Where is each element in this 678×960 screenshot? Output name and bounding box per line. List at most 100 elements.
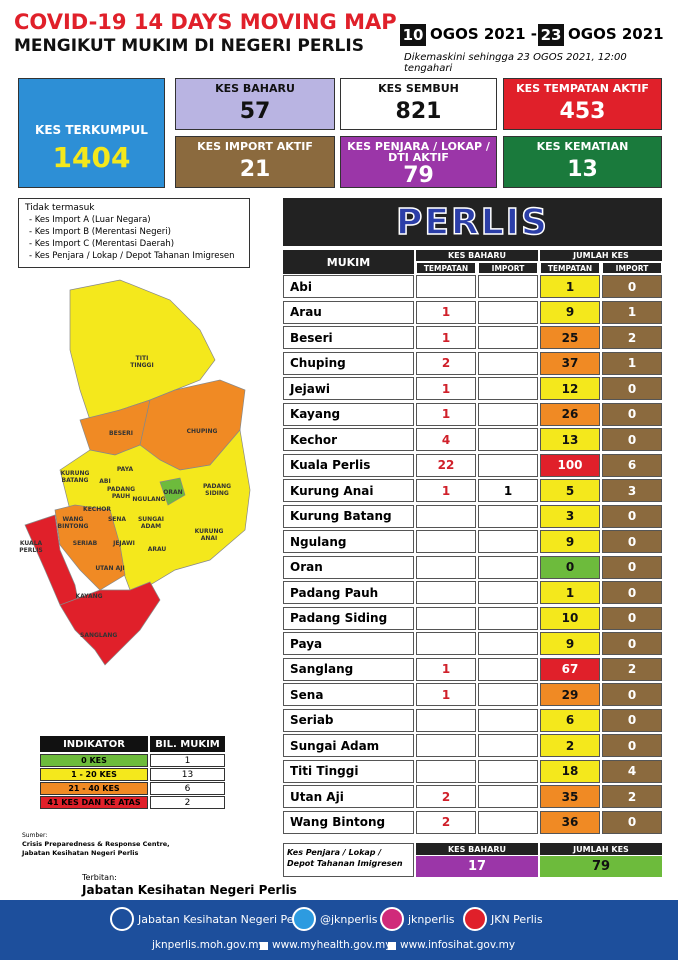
indicator-count: 2 bbox=[150, 796, 225, 809]
map-label: NGULANG bbox=[132, 496, 166, 503]
table-cell bbox=[478, 275, 538, 298]
indicator-count: 1 bbox=[150, 754, 225, 767]
table-cell: 9 bbox=[540, 632, 600, 655]
table-cell: 2 bbox=[416, 351, 476, 375]
penjara-label: Kes Penjara / Lokap / Depot Tahanan Imig… bbox=[283, 843, 414, 877]
social-text: JKN Perlis bbox=[491, 913, 543, 926]
stat-value: 79 bbox=[403, 163, 434, 188]
table-cell bbox=[416, 504, 476, 528]
social-text: @jknperlis bbox=[320, 913, 378, 926]
separator bbox=[388, 942, 396, 950]
table-cell bbox=[416, 632, 476, 655]
table-cell: 6 bbox=[540, 708, 600, 732]
table-cell: 0 bbox=[602, 708, 662, 732]
map-region bbox=[24, 514, 81, 611]
table-cell: 12 bbox=[540, 377, 600, 400]
table-cell bbox=[478, 606, 538, 630]
table-cell bbox=[416, 530, 476, 553]
stat-box: KES TERKUMPUL 1404 bbox=[18, 78, 165, 188]
stat-value: 1404 bbox=[52, 141, 131, 174]
table-cell: Titi Tinggi bbox=[283, 759, 414, 783]
table-cell bbox=[478, 734, 538, 757]
stat-box: KES TEMPATAN AKTIF 453 bbox=[503, 78, 662, 130]
penjara-header: JUMLAH KES bbox=[540, 843, 662, 855]
table-cell: 13 bbox=[540, 428, 600, 451]
table-cell: 1 bbox=[602, 351, 662, 375]
table-cell: 1 bbox=[416, 657, 476, 681]
table-cell bbox=[416, 708, 476, 732]
map-label: KUALA PERLIS bbox=[19, 540, 43, 554]
stat-box: KES PENJARA / LOKAP / DTI AKTIF 79 bbox=[340, 136, 497, 188]
table-cell: Kayang bbox=[283, 402, 414, 426]
separator bbox=[260, 942, 268, 950]
stat-value: 453 bbox=[559, 99, 606, 124]
table-cell: 0 bbox=[602, 606, 662, 630]
table-cell bbox=[478, 657, 538, 681]
stat-label: KES KEMATIAN bbox=[536, 140, 629, 153]
table-cell: 26 bbox=[540, 402, 600, 426]
table-header: JUMLAH KES bbox=[540, 250, 662, 261]
table-cell: 2 bbox=[602, 785, 662, 808]
table-cell: 1 bbox=[416, 300, 476, 324]
table-cell: 5 bbox=[540, 479, 600, 502]
note-item: - Kes Import C (Merentasi Daerah) bbox=[29, 239, 175, 249]
table-cell bbox=[478, 351, 538, 375]
table-cell bbox=[416, 581, 476, 604]
map-label: JEJAWI bbox=[113, 540, 135, 547]
table-cell bbox=[416, 606, 476, 630]
map-region bbox=[59, 581, 161, 666]
indicator-header: INDIKATOR bbox=[40, 736, 148, 752]
table-cell: 0 bbox=[602, 555, 662, 579]
source-label: Sumber: bbox=[22, 832, 48, 839]
social-icon bbox=[463, 907, 487, 931]
table-cell: 0 bbox=[602, 581, 662, 604]
table-cell: 0 bbox=[602, 632, 662, 655]
map-label: ARAU bbox=[147, 546, 167, 553]
table-cell bbox=[478, 326, 538, 349]
stat-box: KES BAHARU 57 bbox=[175, 78, 335, 130]
map-label: UTAN AJI bbox=[95, 565, 125, 572]
indicator-label: 21 - 40 KES bbox=[40, 782, 148, 795]
table-cell: Ngulang bbox=[283, 530, 414, 553]
table-header: MUKIM bbox=[283, 250, 414, 274]
table-cell: 0 bbox=[602, 734, 662, 757]
table-cell: 9 bbox=[540, 300, 600, 324]
table-cell: 6 bbox=[602, 453, 662, 477]
table-cell: Sena bbox=[283, 683, 414, 706]
notes-heading: Tidak termasuk bbox=[25, 203, 95, 213]
table-cell: Utan Aji bbox=[283, 785, 414, 808]
table-cell: 1 bbox=[416, 479, 476, 502]
map-label: SERIAB bbox=[72, 540, 98, 547]
stat-label: KES TEMPATAN AKTIF bbox=[516, 82, 649, 95]
table-cell bbox=[478, 555, 538, 579]
table-cell: Kuala Perlis bbox=[283, 453, 414, 477]
table-cell bbox=[416, 734, 476, 757]
note-item: - Kes Penjara / Lokap / Depot Tahanan Im… bbox=[29, 251, 235, 261]
table-cell: 9 bbox=[540, 530, 600, 553]
stat-box: KES SEMBUH 821 bbox=[340, 78, 497, 130]
table-cell: 1 bbox=[540, 275, 600, 298]
table-cell: Seriab bbox=[283, 708, 414, 732]
table-cell bbox=[478, 504, 538, 528]
footer-band bbox=[0, 900, 678, 960]
table-cell: 2 bbox=[602, 657, 662, 681]
table-cell: 1 bbox=[602, 300, 662, 324]
stat-value: 13 bbox=[567, 157, 598, 182]
indicator-label: 41 KES DAN KE ATAS bbox=[40, 796, 148, 809]
map-label: SANGLANG bbox=[80, 632, 118, 639]
table-cell: Kurung Anai bbox=[283, 479, 414, 502]
table-subheader: IMPORT bbox=[478, 262, 538, 274]
table-cell: 4 bbox=[602, 759, 662, 783]
map-label: PADANG SIDING bbox=[202, 483, 232, 497]
title: COVID-19 14 DAYS MOVING MAP bbox=[14, 10, 397, 34]
table-cell: 0 bbox=[602, 683, 662, 706]
table-header: KES BAHARU bbox=[416, 250, 538, 261]
social-text: Jabatan Kesihatan Negeri Perlis bbox=[138, 913, 310, 926]
table-cell: Oran bbox=[283, 555, 414, 579]
table-cell: 2 bbox=[416, 810, 476, 834]
table-cell bbox=[478, 530, 538, 553]
note-item: - Kes Import B (Merentasi Negeri) bbox=[29, 227, 171, 237]
map-region bbox=[54, 504, 126, 591]
table-title: PERLIS bbox=[283, 198, 662, 246]
table-cell bbox=[478, 402, 538, 426]
